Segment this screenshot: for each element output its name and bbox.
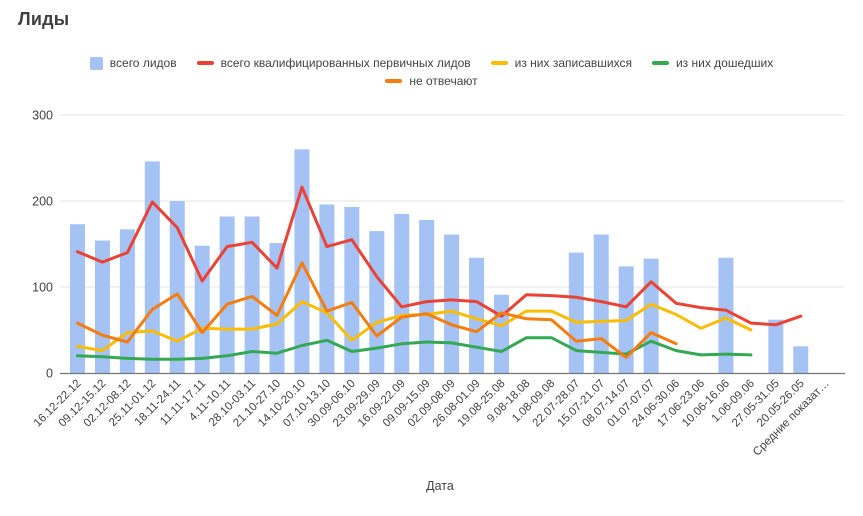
bar-total-leads[interactable] xyxy=(269,243,285,373)
bar-total-leads[interactable] xyxy=(419,219,435,373)
legend-item-qualified-leads[interactable]: всего квалифицированных первичных лидов xyxy=(196,56,471,70)
legend-dash-swatch-icon xyxy=(490,61,508,65)
bar-total-leads[interactable] xyxy=(219,216,235,373)
bar-total-leads[interactable] xyxy=(718,257,734,373)
legend-item-label: не отвечают xyxy=(409,74,478,88)
line-qualified-leads[interactable] xyxy=(76,185,803,327)
y-tick-label: 200 xyxy=(32,195,53,209)
legend: всего лидов всего квалифицированных перви… xyxy=(0,54,863,90)
legend-item-arrived[interactable]: из них дошедших xyxy=(651,56,774,70)
legend-dash-swatch-icon xyxy=(651,61,669,65)
bar-total-leads[interactable] xyxy=(194,245,210,373)
bar-total-leads[interactable] xyxy=(793,346,809,373)
bar-total-leads[interactable] xyxy=(94,240,110,373)
chart-title: Лиды xyxy=(18,9,70,29)
line-no-answer[interactable] xyxy=(76,261,678,359)
legend-dash-swatch-icon xyxy=(385,79,403,83)
bar-total-leads[interactable] xyxy=(294,149,310,373)
bar-total-leads[interactable] xyxy=(469,257,485,373)
legend-square-swatch-icon xyxy=(89,56,103,70)
legend-item-label: из них дошедших xyxy=(675,56,774,70)
bar-total-leads[interactable] xyxy=(319,204,335,373)
legend-item-no-answer[interactable]: не отвечают xyxy=(385,74,478,88)
bar-total-leads[interactable] xyxy=(369,231,385,373)
legend-item-label: всего лидов xyxy=(109,56,177,70)
legend-item-label: из них записавшихся xyxy=(514,56,632,70)
bar-total-leads[interactable] xyxy=(568,252,584,373)
y-tick-label: 300 xyxy=(32,109,53,123)
legend-row: не отвечают xyxy=(0,72,863,90)
bar-total-leads[interactable] xyxy=(768,319,784,373)
bar-total-leads[interactable] xyxy=(169,201,185,373)
bar-total-leads[interactable] xyxy=(344,207,360,373)
legend-dash-swatch-icon xyxy=(196,61,214,65)
x-axis-title: Дата xyxy=(426,479,454,493)
legend-item-signed-up[interactable]: из них записавшихся xyxy=(490,56,632,70)
bar-total-leads[interactable] xyxy=(643,258,659,373)
bar-total-leads[interactable] xyxy=(444,234,460,373)
line-arrived[interactable] xyxy=(76,336,753,361)
y-tick-label: 100 xyxy=(32,281,53,295)
legend-item-total-leads[interactable]: всего лидов xyxy=(89,56,177,70)
bar-total-leads[interactable] xyxy=(244,216,260,373)
legend-row: всего лидов всего квалифицированных перви… xyxy=(0,54,863,72)
bar-total-leads[interactable] xyxy=(394,213,410,373)
bar-total-leads[interactable] xyxy=(493,294,509,373)
bar-total-leads[interactable] xyxy=(144,161,160,373)
y-tick-label: 0 xyxy=(46,367,53,381)
bar-total-leads[interactable] xyxy=(70,224,85,373)
legend-item-label: всего квалифицированных первичных лидов xyxy=(220,56,471,70)
